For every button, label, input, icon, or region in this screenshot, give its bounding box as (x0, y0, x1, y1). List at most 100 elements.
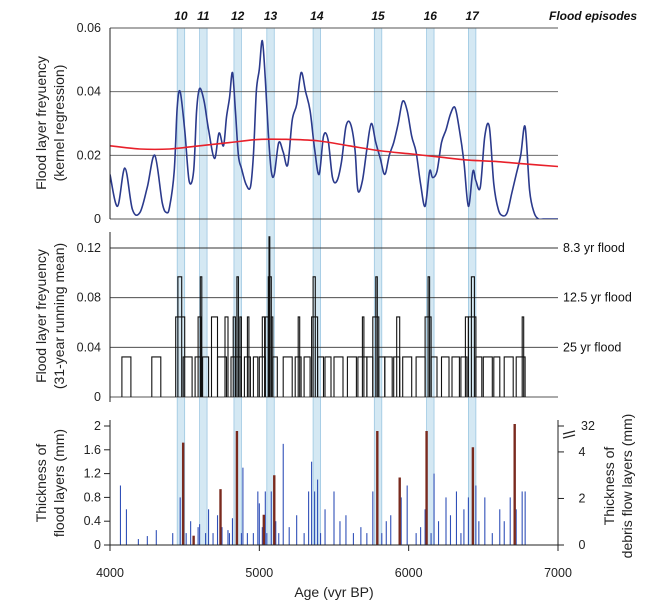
panel-a-ytick-label: 0.06 (77, 21, 101, 35)
panel-layer-thickness: 0 0.4 0.8 1.2 1.6 2 0 2 4 32 Thickness of flood … (33, 414, 635, 559)
panel-a-ytick-label: 0 (94, 212, 101, 226)
running-mean-step (396, 316, 401, 397)
panel-c-left-tick-label: 2 (94, 419, 101, 433)
threshold-label: 8.3 yr flood (563, 241, 625, 255)
running-mean-step (202, 356, 210, 397)
panel-a-ylabel-line2: (kernel regression) (51, 65, 67, 182)
panel-b-ylabel-line2: (31-year running mean) (51, 243, 67, 389)
episode-label-17: 17 (465, 9, 480, 23)
running-mean-step (236, 276, 239, 397)
running-mean-step (151, 356, 162, 397)
x-axis-ticks: 4000 5000 6000 7000 (96, 545, 572, 580)
running-mean-step (246, 316, 250, 397)
running-mean-step (199, 276, 203, 397)
running-mean-step (366, 356, 374, 397)
panel-c-left-tick-label: 1.2 (84, 467, 101, 481)
running-mean-step (312, 276, 316, 397)
flood-episodes-title: Flood episodes (549, 9, 637, 23)
running-mean-step (197, 316, 202, 397)
x-axis-label: Age (vyr BP) (294, 584, 373, 600)
running-mean-step (375, 276, 378, 397)
running-mean-step (303, 356, 311, 397)
running-mean-step (493, 356, 501, 397)
running-mean-step (182, 356, 193, 397)
kernel-regression-line (110, 39, 558, 219)
panel-c-right-tick-label: 4 (579, 445, 586, 459)
thickness-bars (119, 424, 526, 545)
running-mean-step (272, 356, 278, 397)
episode-label-16: 16 (424, 9, 438, 23)
panel-b-ytick-label: 0.04 (77, 340, 101, 354)
episode-label-15: 15 (371, 9, 385, 23)
panel-b-ytick-label: 0.12 (77, 241, 101, 255)
panel-b-ytick-label: 0.08 (77, 291, 101, 305)
running-mean-step (177, 276, 183, 397)
episode-label-14: 14 (310, 9, 324, 23)
panel-a-y-ticks: 0 0.02 0.04 0.06 (77, 21, 101, 226)
panel-running-mean: 0 0.04 0.08 0.12 8.3 yr flood 12.5 yr flood 2… (33, 236, 632, 404)
episode-label-11: 11 (197, 9, 210, 23)
trend-line (110, 138, 558, 168)
running-mean-step (333, 356, 344, 397)
panel-b-y-ticks: 0 0.04 0.08 0.12 (77, 241, 101, 404)
panel-b-ytick-label: 0 (94, 390, 101, 404)
flood-episode-bands (176, 27, 477, 546)
panel-c-left-tick-label: 0.4 (84, 514, 101, 528)
flood-episode-labels: 10 11 12 13 14 15 16 17 (174, 9, 480, 23)
running-mean-step (324, 356, 332, 397)
episode-label-12: 12 (231, 9, 245, 23)
panel-c-left-tick-label: 0 (94, 538, 101, 552)
running-mean-step (261, 316, 266, 397)
running-mean-step (216, 356, 228, 397)
running-mean-step (482, 356, 493, 397)
running-mean-step (282, 356, 293, 397)
running-mean-step (252, 356, 259, 397)
running-mean-step (451, 356, 460, 397)
panel-c-left-ticks: 0 0.4 0.8 1.2 1.6 2 (84, 419, 110, 552)
axis-break-mark (562, 430, 576, 439)
running-mean-step (384, 356, 393, 397)
episode-band-14 (312, 27, 321, 546)
panel-c-ylabel-right-line1: Thickness of (601, 447, 617, 526)
panel-a-ylabel-line1: Flood layer freyuency (33, 56, 49, 190)
episode-label-13: 13 (264, 9, 278, 23)
panel-c-ylabel-left-line1: Thickness of (33, 444, 49, 523)
running-mean-step (515, 356, 526, 397)
panel-c-left-tick-label: 1.6 (84, 443, 101, 457)
panel-c-ylabel-right-line2: debris flow layers (mm) (619, 414, 635, 559)
panel-a-ytick-label: 0.04 (77, 85, 101, 99)
threshold-label: 25 yr flood (563, 340, 621, 354)
panel-c-ylabel-left-line2: flood layers (mm) (51, 429, 67, 537)
panel-b-ylabel-line1: Flood layer freyuency (33, 249, 49, 383)
x-tick-label: 7000 (544, 566, 572, 580)
panel-c-left-tick-label: 0.8 (84, 490, 101, 504)
panel-c-right-ticks: 0 2 4 32 (558, 419, 595, 552)
running-mean-step (415, 356, 426, 397)
x-tick-label: 6000 (395, 566, 423, 580)
running-mean-step (224, 316, 229, 397)
panel-a-ytick-label: 0.02 (77, 148, 101, 162)
running-mean-step (346, 356, 357, 397)
threshold-labels: 8.3 yr flood 12.5 yr flood 25 yr flood (563, 241, 632, 354)
x-tick-label: 5000 (245, 566, 273, 580)
axis-frames (109, 28, 559, 546)
running-mean-step (470, 276, 475, 397)
running-mean-step (402, 356, 413, 397)
threshold-label: 12.5 yr flood (563, 291, 632, 305)
running-mean-step (268, 236, 271, 397)
running-mean-step (121, 356, 132, 397)
running-mean-step (475, 356, 483, 397)
panel-c-right-tick-label: 0 (579, 538, 586, 552)
running-mean-step (210, 316, 219, 397)
running-mean-steps (121, 236, 526, 397)
running-mean-step (440, 356, 450, 397)
panel-c-right-tick-label: 2 (579, 491, 586, 505)
running-mean-step (317, 356, 325, 397)
running-mean-step (521, 316, 525, 397)
panel-kernel-regression: 0 0.02 0.04 0.06 Flood layer freyuency (ker… (33, 21, 558, 226)
running-mean-step (460, 356, 468, 397)
running-mean-step (239, 316, 242, 397)
running-mean-step (430, 356, 438, 397)
running-mean-step (503, 356, 514, 397)
